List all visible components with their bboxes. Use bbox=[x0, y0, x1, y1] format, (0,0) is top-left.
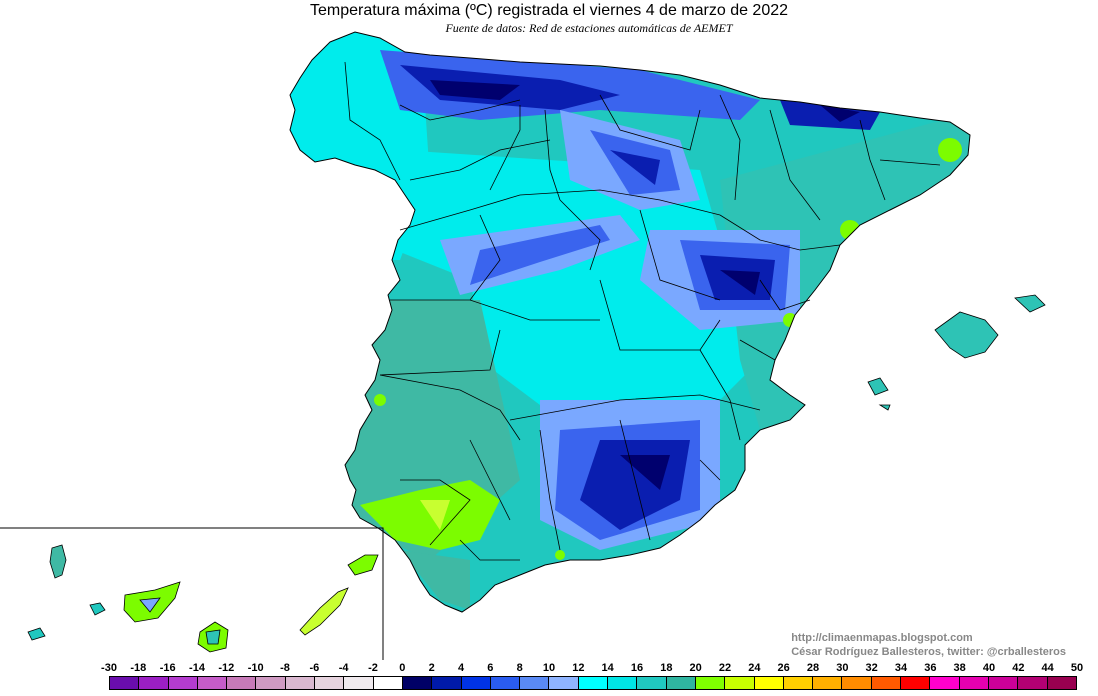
zone-cadiz bbox=[400, 550, 470, 610]
legend-swatch bbox=[783, 677, 814, 689]
legend-tick-label: 34 bbox=[894, 662, 908, 674]
legend-tick-label: 32 bbox=[865, 662, 878, 674]
legend-tick-label: 16 bbox=[630, 662, 644, 674]
island-el-hierro bbox=[27, 627, 46, 641]
legend-swatch bbox=[725, 677, 755, 689]
island-fuerteventura bbox=[299, 587, 349, 636]
legend-tick-label: -10 bbox=[247, 662, 264, 674]
legend-swatch bbox=[1018, 677, 1048, 689]
legend-swatch bbox=[959, 677, 989, 689]
legend-swatch bbox=[813, 677, 843, 689]
island-la-gomera bbox=[89, 602, 106, 616]
legend-swatch bbox=[344, 677, 374, 689]
legend-swatch bbox=[315, 677, 345, 689]
legend-swatch bbox=[578, 677, 609, 689]
map-subtitle: Fuente de datos: Red de estaciones autom… bbox=[445, 21, 733, 35]
legend-swatch bbox=[110, 677, 140, 689]
legend-swatch bbox=[197, 677, 228, 689]
legend-swatch bbox=[461, 677, 491, 689]
legend-swatch bbox=[608, 677, 638, 689]
color-legend bbox=[109, 676, 1077, 690]
legend-tick-label: -8 bbox=[280, 662, 290, 674]
legend-swatch bbox=[256, 677, 286, 689]
legend-swatch bbox=[988, 677, 1019, 689]
legend-tick-label: 26 bbox=[777, 662, 790, 674]
legend-swatch bbox=[168, 677, 198, 689]
legend-swatch bbox=[930, 677, 960, 689]
credits-website: http://climaenmapas.blogspot.com bbox=[791, 632, 973, 644]
island-formentera bbox=[878, 404, 891, 411]
legend-swatch bbox=[901, 677, 931, 689]
legend-tick-label: 14 bbox=[601, 662, 614, 674]
legend-tick-label: -12 bbox=[218, 662, 235, 674]
legend-swatch bbox=[520, 677, 550, 689]
legend-tick-label: 24 bbox=[748, 662, 761, 674]
legend-swatch bbox=[871, 677, 902, 689]
legend-tick-label: -16 bbox=[159, 662, 176, 674]
legend-swatch bbox=[227, 677, 257, 689]
legend-swatch bbox=[285, 677, 316, 689]
legend-tick-labels: -30 -18 -16 -14 -12 -10 -8 -6 -4 -2 0 2 4 6 8 10 12 14 16 1… bbox=[101, 662, 1083, 674]
map-title: Temperatura máxima (ºC) registrada el vi… bbox=[309, 2, 789, 19]
legend-tick-label: 30 bbox=[836, 662, 849, 674]
island-mallorca bbox=[934, 311, 999, 359]
legend-swatch bbox=[666, 677, 696, 689]
legend-tick-label: -2 bbox=[368, 662, 378, 674]
legend-tick-label: 50 bbox=[1070, 662, 1084, 674]
island-ibiza bbox=[867, 377, 889, 396]
legend-swatch bbox=[842, 677, 872, 689]
legend-tick-label: 44 bbox=[1041, 662, 1054, 674]
legend-tick-label: -6 bbox=[309, 662, 320, 674]
province-borders bbox=[344, 61, 941, 561]
credits-author: César Rodríguez Ballesteros, twitter: @c… bbox=[791, 646, 1066, 658]
island-menorca bbox=[1014, 294, 1046, 313]
legend-tick-label: 42 bbox=[1012, 662, 1025, 674]
legend-swatch bbox=[490, 677, 521, 689]
legend-tick-label: 38 bbox=[953, 662, 966, 674]
peninsula bbox=[290, 32, 970, 612]
island-la-palma bbox=[49, 544, 67, 579]
legend-swatch bbox=[1047, 677, 1076, 689]
island-lanzarote bbox=[347, 554, 379, 576]
legend-tick-label: 36 bbox=[924, 662, 937, 674]
legend-tick-label: 22 bbox=[718, 662, 732, 674]
legend-tick-label: 0 bbox=[399, 662, 406, 674]
legend-swatch bbox=[402, 677, 433, 689]
legend-tick-label: 20 bbox=[689, 662, 702, 674]
legend-tick-label: -4 bbox=[338, 662, 349, 674]
legend-tick-label: 18 bbox=[660, 662, 673, 674]
legend-tick-label: 8 bbox=[516, 662, 523, 674]
legend-swatch bbox=[695, 677, 726, 689]
temperature-map bbox=[0, 31, 1046, 660]
legend-tick-label: -14 bbox=[189, 662, 205, 674]
canary-islands bbox=[27, 544, 379, 653]
legend-tick-label: 28 bbox=[806, 662, 820, 674]
legend-tick-label: 40 bbox=[982, 662, 996, 674]
legend-swatch bbox=[637, 677, 667, 689]
balearic-islands bbox=[867, 294, 1046, 411]
legend-tick-label: 6 bbox=[487, 662, 494, 674]
legend-tick-label: 10 bbox=[542, 662, 556, 674]
legend-swatch bbox=[549, 677, 579, 689]
coastline bbox=[289, 31, 971, 613]
legend-swatch bbox=[432, 677, 462, 689]
legend-tick-label: -30 bbox=[101, 662, 117, 674]
legend-tick-label: 12 bbox=[572, 662, 585, 674]
legend-tick-label: -18 bbox=[130, 662, 147, 674]
legend-swatch bbox=[139, 677, 169, 689]
legend-swatch bbox=[754, 677, 784, 689]
legend-tick-label: 4 bbox=[457, 662, 465, 674]
zone-pyrenees bbox=[780, 100, 880, 130]
credits: http://climaenmapas.blogspot.com César R… bbox=[791, 631, 1066, 659]
legend-swatch bbox=[373, 677, 403, 689]
canary-inset-frame bbox=[0, 527, 384, 660]
legend-tick-label: 2 bbox=[428, 662, 435, 674]
